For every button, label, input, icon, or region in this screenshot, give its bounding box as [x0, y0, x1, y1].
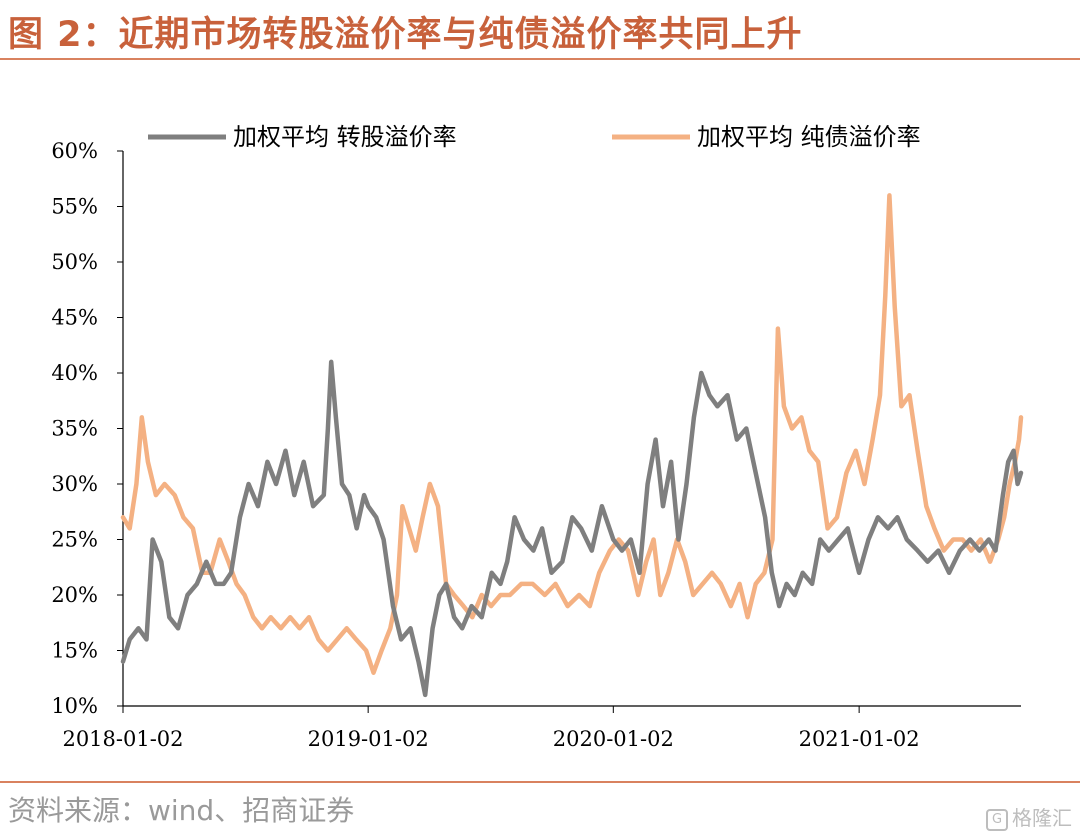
x-tick-label: 2021-01-02	[799, 727, 920, 751]
y-tick-label: 20%	[51, 583, 98, 607]
watermark-logo-icon: G	[986, 808, 1008, 831]
y-tick-label: 60%	[51, 139, 98, 163]
legend-label-bond-premium: 加权平均 纯债溢价率	[697, 123, 921, 151]
x-tick-label: 2018-01-02	[62, 727, 183, 751]
y-tick-label: 40%	[51, 361, 98, 385]
x-axis: 2018-01-02 2019-01-02 2020-01-02 2021-01-02	[62, 705, 1021, 751]
series-layer	[120, 193, 1024, 698]
y-tick-label: 45%	[51, 306, 98, 330]
y-tick-label: 35%	[51, 417, 98, 441]
series-line-conversion-premium	[120, 359, 1024, 698]
y-tick-label: 10%	[51, 694, 98, 718]
y-tick-label: 55%	[51, 195, 98, 219]
watermark-text: 格隆汇	[1012, 806, 1072, 830]
y-tick-label: 50%	[51, 250, 98, 274]
footer-divider	[0, 781, 1080, 783]
watermark: G 格隆汇	[986, 802, 1072, 831]
figure-title: 图 2：近期市场转股溢价率与纯债溢价率共同上升	[8, 15, 803, 55]
y-axis: 10% 15% 20% 25% 30% 35% 40% 45% 50% 55% 60%	[51, 139, 124, 718]
legend-label-conversion-premium: 加权平均 转股溢价率	[233, 123, 457, 151]
x-tick-label: 2019-01-02	[308, 727, 429, 751]
title-divider	[0, 58, 1080, 60]
y-tick-label: 15%	[51, 639, 98, 663]
source-note: 资料来源：wind、招商证券	[8, 794, 355, 827]
legend: 加权平均 转股溢价率 加权平均 纯债溢价率	[148, 123, 921, 151]
y-tick-label: 30%	[51, 472, 98, 496]
series-line-bond-premium	[120, 193, 1024, 675]
x-tick-label: 2020-01-02	[553, 727, 674, 751]
y-tick-label: 25%	[51, 528, 98, 552]
line-chart: 10% 15% 20% 25% 30% 35% 40% 45% 50% 55% 60% 2018-0…	[51, 123, 1024, 751]
